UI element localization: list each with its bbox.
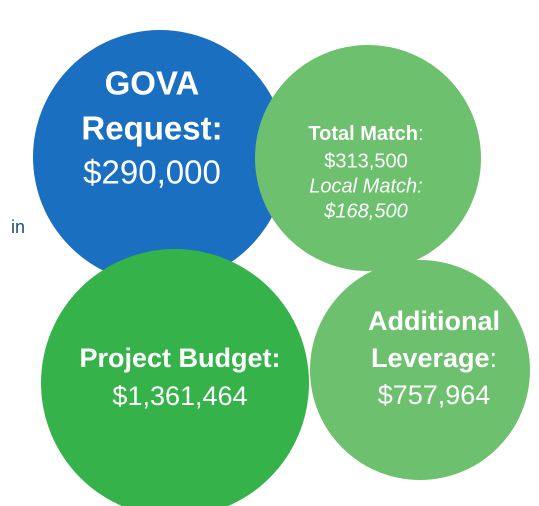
label: Total Match xyxy=(308,123,418,145)
side-text: in xyxy=(11,217,25,237)
bubble-title: GOVA xyxy=(105,65,200,102)
bubble-circle xyxy=(255,45,481,271)
bubble-total-match: Total Match: $313,500 Local Match: $168,… xyxy=(255,45,481,271)
bubble-value: $1,361,464 xyxy=(112,381,247,411)
bubble-project-budget: Project Budget: $1,361,464 xyxy=(41,249,309,506)
bubble-label: Leverage: xyxy=(371,343,497,373)
bubble-label: Additional xyxy=(368,306,500,336)
bubble-sub-label: Local Match: xyxy=(309,175,422,197)
label-suffix: : xyxy=(418,123,424,145)
label-suffix: : xyxy=(490,343,498,373)
bubble-label: Project Budget: xyxy=(79,343,280,373)
label: Leverage xyxy=(371,343,490,373)
bubble-additional-leverage: Additional Leverage: $757,964 xyxy=(310,260,530,480)
bubble-gova: GOVA Request: $290,000 xyxy=(33,30,287,284)
bubble-circle xyxy=(310,260,530,480)
bubble-value: $757,964 xyxy=(378,380,491,410)
bubble-title: Request: xyxy=(81,110,222,147)
bubble-circle xyxy=(41,249,309,506)
bubble-sub-value: $168,500 xyxy=(323,200,407,222)
bubble-value: $290,000 xyxy=(83,154,221,191)
bubble-circle xyxy=(33,30,287,284)
bubble-value: $313,500 xyxy=(324,150,407,172)
bubble-label: Total Match: xyxy=(308,123,423,145)
